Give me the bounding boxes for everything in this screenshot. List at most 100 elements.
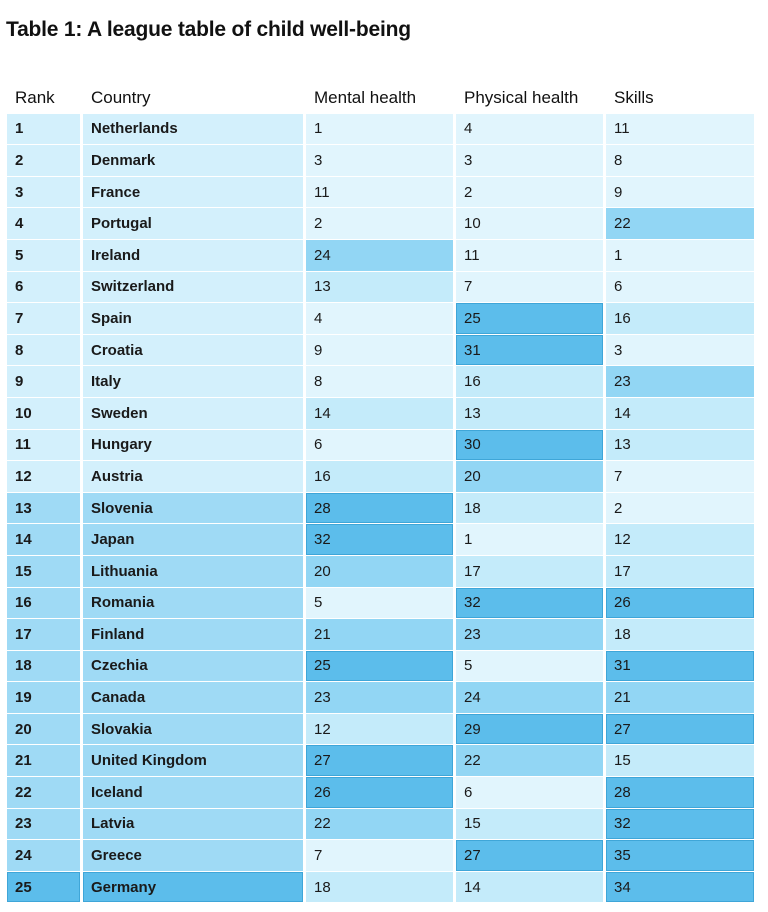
rank-cell: 22: [7, 777, 83, 809]
country-cell: Japan: [83, 524, 306, 556]
skills-cell: 28: [606, 777, 754, 809]
mental-health-cell: 20: [306, 555, 456, 588]
table-row: 16 Romania 5 32 26: [7, 587, 754, 620]
mental-health-cell: 25: [306, 650, 456, 683]
table-row: 4 Portugal 2 10 22: [7, 208, 754, 240]
mental-health-cell: 4: [306, 303, 456, 335]
table-row: 19 Canada 23 24 21: [7, 682, 754, 714]
skills-cell: 6: [606, 271, 754, 304]
rank-cell: 13: [7, 492, 83, 525]
header-country: Country: [83, 82, 306, 113]
rank-cell: 7: [7, 303, 83, 335]
skills-cell: 21: [606, 682, 754, 714]
mental-health-cell: 28: [306, 492, 456, 525]
skills-cell: 23: [606, 366, 754, 398]
header-skills: Skills: [606, 82, 754, 113]
table-row: 23 Latvia 22 15 32: [7, 808, 754, 841]
physical-health-cell: 7: [456, 271, 606, 304]
rank-cell: 8: [7, 334, 83, 367]
physical-health-cell: 32: [456, 587, 606, 620]
mental-health-cell: 32: [306, 524, 456, 556]
skills-cell: 3: [606, 334, 754, 367]
table-row: 10 Sweden 14 13 14: [7, 397, 754, 430]
mental-health-cell: 5: [306, 587, 456, 620]
header-rank: Rank: [7, 82, 83, 113]
skills-cell: 2: [606, 492, 754, 525]
table-row: 20 Slovakia 12 29 27: [7, 713, 754, 746]
physical-health-cell: 22: [456, 745, 606, 778]
rank-cell: 14: [7, 524, 83, 556]
rank-cell: 23: [7, 808, 83, 841]
country-cell: Slovenia: [83, 492, 306, 525]
table-row: 11 Hungary 6 30 13: [7, 429, 754, 462]
mental-health-cell: 27: [306, 745, 456, 778]
physical-health-cell: 16: [456, 366, 606, 398]
physical-health-cell: 11: [456, 239, 606, 272]
skills-cell: 17: [606, 555, 754, 588]
country-cell: Austria: [83, 461, 306, 493]
table-row: 14 Japan 32 1 12: [7, 524, 754, 556]
table-row: 25 Germany 18 14 34: [7, 871, 754, 904]
rank-cell: 12: [7, 461, 83, 493]
physical-health-cell: 15: [456, 808, 606, 841]
mental-health-cell: 23: [306, 682, 456, 714]
rank-cell: 17: [7, 619, 83, 651]
rank-cell: 25: [7, 871, 83, 904]
mental-health-cell: 3: [306, 145, 456, 177]
table-row: 15 Lithuania 20 17 17: [7, 555, 754, 588]
table-row: 7 Spain 4 25 16: [7, 303, 754, 335]
country-cell: Portugal: [83, 208, 306, 240]
skills-cell: 12: [606, 524, 754, 556]
rank-cell: 20: [7, 713, 83, 746]
physical-health-cell: 18: [456, 492, 606, 525]
skills-cell: 8: [606, 145, 754, 177]
table-row: 24 Greece 7 27 35: [7, 840, 754, 872]
rank-cell: 3: [7, 176, 83, 209]
table-row: 2 Denmark 3 3 8: [7, 145, 754, 177]
table-row: 1 Netherlands 1 4 11: [7, 113, 754, 146]
skills-cell: 31: [606, 650, 754, 683]
country-cell: Italy: [83, 366, 306, 398]
physical-health-cell: 6: [456, 777, 606, 809]
table-row: 17 Finland 21 23 18: [7, 619, 754, 651]
rank-cell: 24: [7, 840, 83, 872]
mental-health-cell: 24: [306, 239, 456, 272]
physical-health-cell: 27: [456, 840, 606, 872]
mental-health-cell: 14: [306, 397, 456, 430]
mental-health-cell: 21: [306, 619, 456, 651]
skills-cell: 26: [606, 587, 754, 620]
header-physical-health: Physical health: [456, 82, 606, 113]
country-cell: Czechia: [83, 650, 306, 683]
country-cell: Denmark: [83, 145, 306, 177]
country-cell: Lithuania: [83, 555, 306, 588]
mental-health-cell: 13: [306, 271, 456, 304]
country-cell: France: [83, 176, 306, 209]
table-row: 22 Iceland 26 6 28: [7, 777, 754, 809]
physical-health-cell: 1: [456, 524, 606, 556]
mental-health-cell: 18: [306, 871, 456, 904]
physical-health-cell: 29: [456, 713, 606, 746]
country-cell: Switzerland: [83, 271, 306, 304]
league-table: Rank Country Mental health Physical heal…: [7, 82, 754, 904]
country-cell: Latvia: [83, 808, 306, 841]
mental-health-cell: 22: [306, 808, 456, 841]
skills-cell: 13: [606, 429, 754, 462]
rank-cell: 4: [7, 208, 83, 240]
country-cell: Croatia: [83, 334, 306, 367]
physical-health-cell: 20: [456, 461, 606, 493]
rank-cell: 1: [7, 113, 83, 146]
country-cell: United Kingdom: [83, 745, 306, 778]
skills-cell: 16: [606, 303, 754, 335]
country-cell: Canada: [83, 682, 306, 714]
rank-cell: 9: [7, 366, 83, 398]
skills-cell: 15: [606, 745, 754, 778]
mental-health-cell: 16: [306, 461, 456, 493]
rank-cell: 16: [7, 587, 83, 620]
country-cell: Sweden: [83, 397, 306, 430]
mental-health-cell: 12: [306, 713, 456, 746]
physical-health-cell: 25: [456, 303, 606, 335]
table-row: 6 Switzerland 13 7 6: [7, 271, 754, 304]
table-body: 1 Netherlands 1 4 11 2 Denmark 3 3 8 3 France 11 2 9 4 P…: [7, 113, 754, 904]
rank-cell: 18: [7, 650, 83, 683]
country-cell: Slovakia: [83, 713, 306, 746]
